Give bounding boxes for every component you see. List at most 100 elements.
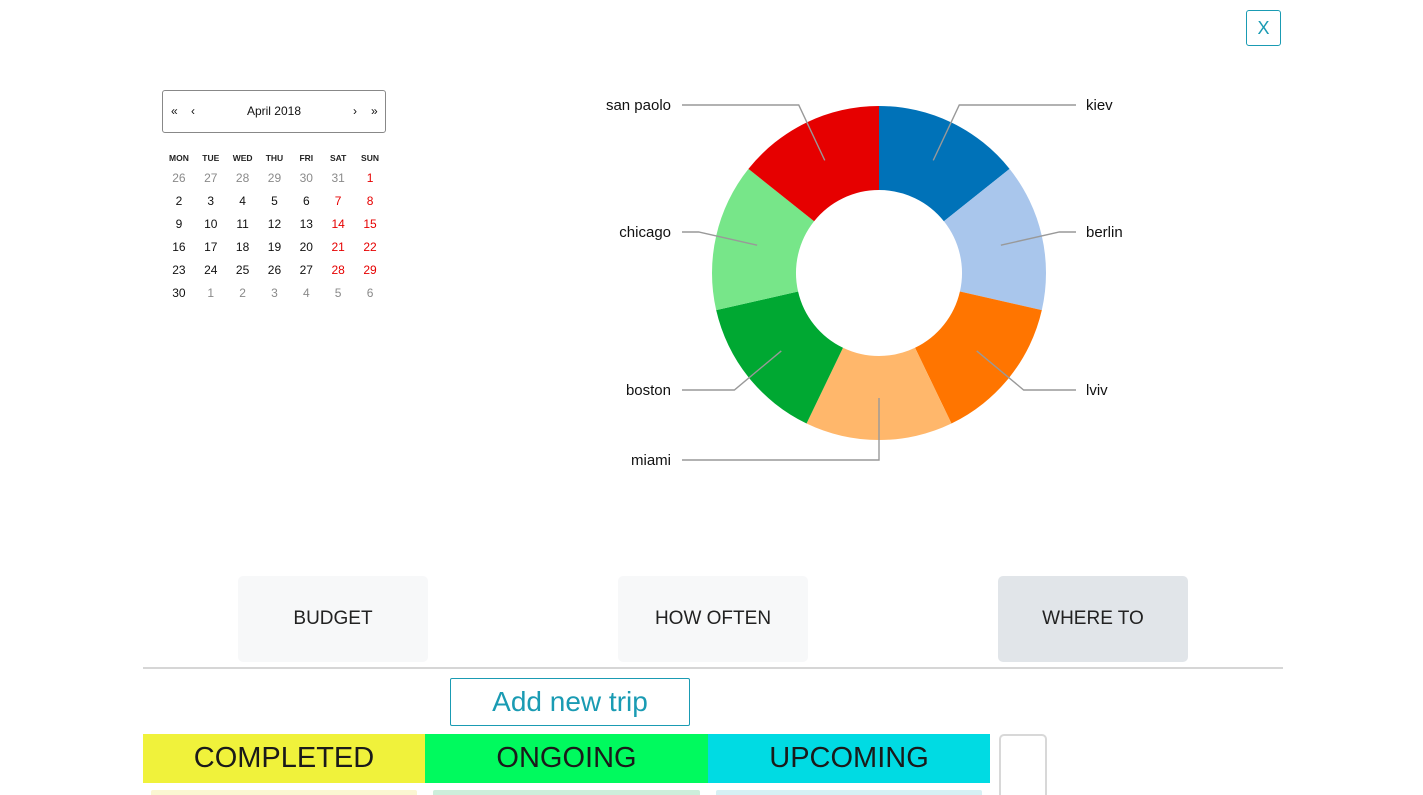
next-month-button[interactable]: › xyxy=(353,104,357,118)
donut-slice[interactable] xyxy=(748,106,879,222)
calendar-weekday-row: MON TUE WED THU FRI SAT SUN xyxy=(163,150,386,166)
weekday-header: SAT xyxy=(329,153,347,163)
slice-label: kiev xyxy=(1086,97,1113,114)
calendar-day[interactable]: 1 xyxy=(366,170,374,185)
calendar-day[interactable]: 7 xyxy=(334,193,342,208)
donut-slice[interactable] xyxy=(915,291,1042,424)
calendar-days: 26 27 28 29 30 31 1 2 3 4 5 6 7 8 9 10 11 12 13 14 15 16 17 18 1… xyxy=(163,166,386,304)
calendar-day[interactable]: 9 xyxy=(175,216,183,231)
donut-slice[interactable] xyxy=(712,168,815,311)
calendar-week-row: 30 1 2 3 4 5 6 xyxy=(163,281,386,304)
calendar-day[interactable]: 4 xyxy=(302,285,310,300)
calendar-day[interactable]: 13 xyxy=(299,216,313,231)
add-new-trip-button[interactable]: Add new trip xyxy=(450,678,690,726)
calendar-day[interactable]: 15 xyxy=(363,216,377,231)
calendar-grid: MON TUE WED THU FRI SAT SUN 26 27 28 29 30 31 1 2 3 4 5 6… xyxy=(163,150,386,304)
calendar-day[interactable]: 31 xyxy=(331,170,345,185)
label-leader-line xyxy=(682,398,880,461)
calendar-day[interactable]: 2 xyxy=(239,285,246,300)
calendar-day[interactable]: 2 xyxy=(175,193,183,208)
calendar-day[interactable]: 27 xyxy=(204,170,218,185)
completed-trip-card[interactable] xyxy=(151,790,417,795)
label-leader-line xyxy=(682,350,782,391)
destinations-donut-chart: kiev berlin lviv miami boston chicago san paol… xyxy=(606,97,1123,469)
calendar-day[interactable]: 10 xyxy=(204,216,218,231)
calendar-day[interactable]: 30 xyxy=(172,285,186,300)
calendar-day[interactable]: 6 xyxy=(302,193,310,208)
column-upcoming[interactable]: UPCOMING xyxy=(708,734,990,783)
slice-label: boston xyxy=(626,382,671,399)
calendar-week-row: 26 27 28 29 30 31 1 xyxy=(163,166,386,189)
label-leader-line xyxy=(932,104,1076,161)
slice-label: miami xyxy=(631,452,671,469)
label-leader-line xyxy=(682,104,826,161)
calendar-day[interactable]: 8 xyxy=(366,193,374,208)
weekday-header: SUN xyxy=(361,153,379,163)
donut-slice[interactable] xyxy=(879,106,1010,222)
slice-label: chicago xyxy=(619,224,671,241)
calendar-day[interactable]: 3 xyxy=(271,285,278,300)
calendar-day[interactable]: 25 xyxy=(235,262,250,277)
calendar-day[interactable]: 22 xyxy=(363,239,377,254)
donut-slice[interactable] xyxy=(806,347,952,440)
calendar-day[interactable]: 20 xyxy=(299,239,313,254)
first-month-button[interactable]: « xyxy=(171,104,178,118)
calendar-day[interactable]: 5 xyxy=(271,193,278,208)
calendar-day[interactable]: 11 xyxy=(236,216,249,231)
calendar-week-row: 2 3 4 5 6 7 8 xyxy=(163,189,386,212)
calendar-week-row: 9 10 11 12 13 14 15 xyxy=(163,212,386,235)
label-leader-line xyxy=(682,231,758,246)
calendar-navigation: « ‹ April 2018 › » xyxy=(162,90,386,133)
section-divider xyxy=(143,667,1283,669)
calendar-day[interactable]: 30 xyxy=(299,170,313,185)
calendar-day[interactable]: 27 xyxy=(299,262,313,277)
slice-label: berlin xyxy=(1086,224,1123,241)
column-completed[interactable]: COMPLETED xyxy=(143,734,425,783)
upcoming-trip-card[interactable] xyxy=(716,790,982,795)
calendar-day[interactable]: 18 xyxy=(235,239,250,254)
calendar-week-row: 16 17 18 19 20 21 22 xyxy=(163,235,386,258)
side-panel-toggle[interactable] xyxy=(999,734,1047,795)
donut-slice[interactable] xyxy=(716,291,843,424)
previous-month-button[interactable]: ‹ xyxy=(191,104,195,118)
calendar-day[interactable]: 26 xyxy=(172,170,186,185)
calendar-day[interactable]: 3 xyxy=(207,193,215,208)
weekday-header: THU xyxy=(265,153,284,163)
calendar-day[interactable]: 28 xyxy=(235,170,250,185)
calendar-day[interactable]: 4 xyxy=(239,193,246,208)
label-leader-line xyxy=(976,350,1076,391)
slice-label: lviv xyxy=(1086,382,1108,399)
calendar-day[interactable]: 19 xyxy=(267,239,282,254)
last-month-button[interactable]: » xyxy=(371,104,378,118)
tab-how-often[interactable]: HOW OFTEN xyxy=(618,576,808,662)
slice-label: san paolo xyxy=(606,97,671,114)
calendar-day[interactable]: 29 xyxy=(267,170,282,185)
calendar-day[interactable]: 16 xyxy=(172,239,186,254)
tab-budget[interactable]: BUDGET xyxy=(238,576,428,662)
column-ongoing[interactable]: ONGOING xyxy=(425,734,708,783)
weekday-header: WED xyxy=(232,153,253,163)
calendar-day[interactable]: 1 xyxy=(207,285,215,300)
calendar-day[interactable]: 26 xyxy=(267,262,282,277)
close-button[interactable]: X xyxy=(1246,10,1281,46)
weekday-header: MON xyxy=(169,153,189,163)
donut-slice[interactable] xyxy=(943,168,1046,311)
calendar-day[interactable]: 21 xyxy=(331,239,345,254)
tab-where-to[interactable]: WHERE TO xyxy=(998,576,1188,662)
calendar-day[interactable]: 28 xyxy=(331,262,345,277)
calendar-week-row: 23 24 25 26 27 28 29 xyxy=(163,258,386,281)
calendar-day[interactable]: 6 xyxy=(366,285,374,300)
calendar-day[interactable]: 24 xyxy=(204,262,218,277)
calendar-day[interactable]: 12 xyxy=(267,216,282,231)
calendar-day[interactable]: 5 xyxy=(334,285,342,300)
calendar-day[interactable]: 23 xyxy=(172,262,186,277)
ongoing-trip-card[interactable] xyxy=(433,790,700,795)
calendar-day[interactable]: 17 xyxy=(204,239,218,254)
weekday-header: FRI xyxy=(299,153,314,163)
calendar-month-label[interactable]: April 2018 xyxy=(246,104,302,118)
weekday-header: TUE xyxy=(202,153,220,163)
calendar-day[interactable]: 29 xyxy=(363,262,377,277)
calendar-day[interactable]: 14 xyxy=(331,216,345,231)
label-leader-line xyxy=(1000,231,1076,246)
